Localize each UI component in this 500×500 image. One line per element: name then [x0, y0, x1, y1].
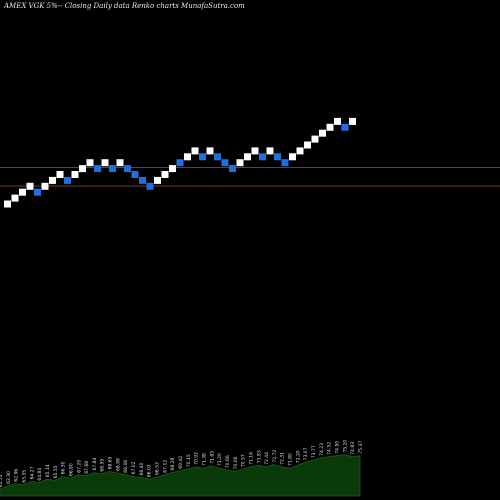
volume-label-37: 72.31	[280, 452, 286, 465]
renko-brick-29	[214, 153, 221, 161]
renko-brick-28	[206, 147, 214, 155]
renko-brick-46	[341, 123, 349, 131]
renko-brick-5	[34, 188, 41, 196]
volume-label-16: 68.98	[115, 458, 121, 471]
volume-label-46: 74.83	[350, 442, 356, 455]
volume-label-4: 63.35	[22, 470, 28, 483]
renko-brick-16	[116, 159, 124, 167]
volume-label-12: 67.68	[84, 461, 90, 474]
renko-brick-33	[244, 153, 251, 161]
volume-label-28: 71.65	[209, 451, 215, 464]
renko-brick-11	[79, 165, 86, 173]
volume-label-29: 71.20	[217, 453, 223, 466]
volume-label-11: 67.20	[76, 460, 82, 473]
volume-label-27: 71.38	[202, 453, 208, 466]
renko-brick-17	[124, 165, 131, 173]
renko-brick-24	[176, 159, 184, 167]
volume-label-38: 71.80	[288, 453, 294, 466]
volume-label-9: 66.30	[61, 461, 67, 474]
chart-title: AMEX VGK 5%-- Closing Daily data Renko c…	[4, 2, 245, 10]
volume-label-5: 64.27	[29, 466, 35, 479]
volume-label-26: 70.92	[194, 452, 200, 465]
renko-brick-47	[349, 117, 356, 125]
renko-brick-30	[221, 159, 229, 167]
renko-brick-43	[319, 129, 326, 137]
volume-label-14: 68.59	[100, 459, 106, 472]
renko-brick-19	[139, 176, 146, 184]
renko-brick-27	[199, 153, 206, 161]
renko-brick-44	[326, 123, 334, 131]
renko-brick-23	[169, 165, 176, 173]
volume-label-6: 64.84	[37, 468, 43, 481]
volume-label-40: 73.07	[303, 447, 309, 460]
volume-label-13: 67.84	[92, 457, 98, 470]
renko-brick-12	[86, 159, 94, 167]
renko-brick-38	[281, 159, 289, 167]
renko-brick-6	[41, 182, 49, 190]
renko-brick-45	[334, 117, 341, 125]
renko-brick-39	[289, 153, 296, 161]
renko-brick-26	[191, 147, 199, 155]
volume-label-22: 67.12	[162, 460, 168, 473]
volume-label-19: 66.40	[139, 462, 145, 475]
volume-label-10: 66.80	[68, 463, 74, 476]
renko-brick-18	[131, 171, 139, 178]
renko-brick-41	[304, 141, 311, 149]
volume-label-35: 72.44	[264, 452, 270, 465]
volume-label-31: 70.06	[233, 456, 239, 469]
renko-brick-34	[251, 147, 259, 155]
renko-brick-36	[266, 147, 274, 155]
volume-label-2: 62.30	[6, 471, 12, 484]
volume-label-1: 61.51	[0, 474, 4, 487]
volume-label-42: 74.23	[319, 443, 325, 456]
renko-brick-1	[4, 200, 11, 208]
renko-brick-20	[146, 182, 154, 190]
volume-label-30: 70.66	[225, 455, 231, 468]
renko-brick-15	[109, 165, 116, 173]
volume-label-47: 75.37	[358, 441, 364, 454]
renko-brick-13	[94, 165, 101, 173]
volume-label-43: 74.52	[327, 442, 333, 455]
volume-area	[0, 454, 361, 497]
renko-brick-25	[184, 153, 191, 161]
renko-brick-31	[229, 165, 236, 173]
renko-brick-21	[154, 176, 161, 184]
volume-label-3: 62.96	[14, 469, 20, 482]
volume-label-15: 68.65	[108, 456, 114, 469]
renko-brick-7	[49, 176, 56, 184]
renko-brick-10	[71, 171, 79, 178]
volume-label-32: 70.57	[241, 454, 247, 467]
renko-brick-14	[101, 159, 109, 167]
renko-brick-2	[11, 194, 19, 202]
volume-label-45: 75.20	[342, 440, 348, 453]
renko-brick-22	[161, 171, 169, 178]
renko-brick-40	[296, 147, 304, 155]
volume-label-44: 74.90	[335, 441, 341, 454]
volume-label-8: 65.55	[53, 465, 59, 478]
renko-brick-3	[19, 188, 26, 196]
volume-label-7: 65.14	[45, 464, 51, 477]
volume-label-34: 71.83	[256, 450, 262, 463]
renko-brick-35	[259, 153, 266, 161]
volume-label-20: 66.02	[147, 464, 153, 477]
volume-label-41: 73.77	[311, 445, 317, 458]
volume-label-18: 67.02	[131, 461, 137, 474]
volume-label-25: 70.15	[186, 454, 192, 467]
renko-brick-8	[56, 171, 64, 178]
volume-label-24: 69.42	[178, 456, 184, 469]
volume-label-21: 66.53	[155, 462, 161, 475]
renko-brick-4	[26, 182, 34, 190]
volume-label-39: 72.20	[295, 450, 301, 463]
renko-brick-32	[236, 159, 244, 167]
renko-brick-37	[274, 153, 281, 161]
renko-brick-42	[311, 135, 319, 143]
renko-brick-9	[64, 176, 71, 184]
volume-label-36: 72.72	[272, 450, 278, 463]
volume-label-17: 68.06	[123, 460, 129, 473]
volume-label-33: 71.16	[248, 452, 254, 465]
volume-label-23: 68.28	[170, 457, 176, 470]
